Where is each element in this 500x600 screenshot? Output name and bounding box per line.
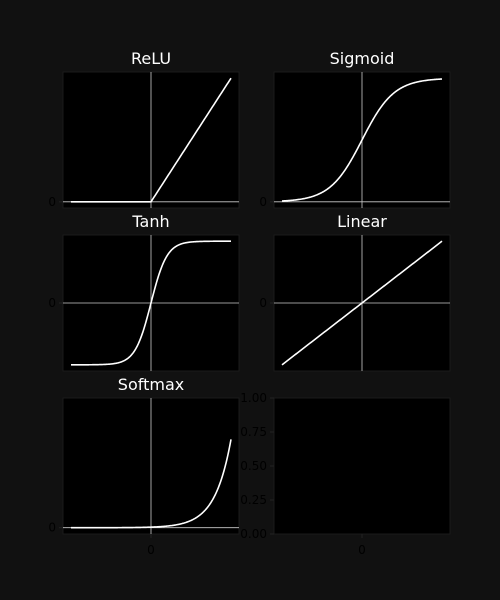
y-tick-label: 0 bbox=[48, 521, 56, 535]
panel-title: ReLU bbox=[131, 49, 171, 68]
panel-sigmoid: 0 Sigmoid bbox=[259, 49, 451, 209]
panel-relu: 0 ReLU bbox=[48, 49, 240, 209]
y-tick-label: 1.00 bbox=[240, 391, 267, 405]
panel-softmax: 0 0 Softmax bbox=[48, 375, 240, 557]
x-tick-label: 0 bbox=[358, 543, 366, 557]
y-tick-label: 0 bbox=[48, 195, 56, 209]
y-tick-label: 0.25 bbox=[240, 493, 267, 507]
panel-title: Tanh bbox=[131, 212, 169, 231]
panel-tanh: 0 Tanh bbox=[48, 212, 240, 372]
series-line-linear bbox=[281, 240, 443, 366]
panel-empty: 0.00 0.25 0.50 0.75 1.00 0 bbox=[240, 391, 451, 557]
panel-title: Softmax bbox=[118, 375, 184, 394]
panel-title: Sigmoid bbox=[330, 49, 395, 68]
y-tick-label: 0 bbox=[48, 296, 56, 310]
y-tick-label: 0.50 bbox=[240, 459, 267, 473]
y-tick-label: 0.75 bbox=[240, 425, 267, 439]
x-tick-label: 0 bbox=[147, 543, 155, 557]
panel-linear: 0 Linear bbox=[259, 212, 451, 372]
series-line-tanh bbox=[71, 240, 231, 366]
series-line-relu bbox=[71, 77, 232, 203]
y-tick-label: 0 bbox=[259, 296, 267, 310]
plot-area bbox=[273, 397, 451, 535]
y-tick-label: 0 bbox=[259, 195, 267, 209]
series-line-sigmoid bbox=[281, 78, 443, 202]
y-tick-label: 0.00 bbox=[240, 527, 267, 541]
panel-title: Linear bbox=[337, 212, 387, 231]
series-line-softmax bbox=[71, 439, 232, 529]
